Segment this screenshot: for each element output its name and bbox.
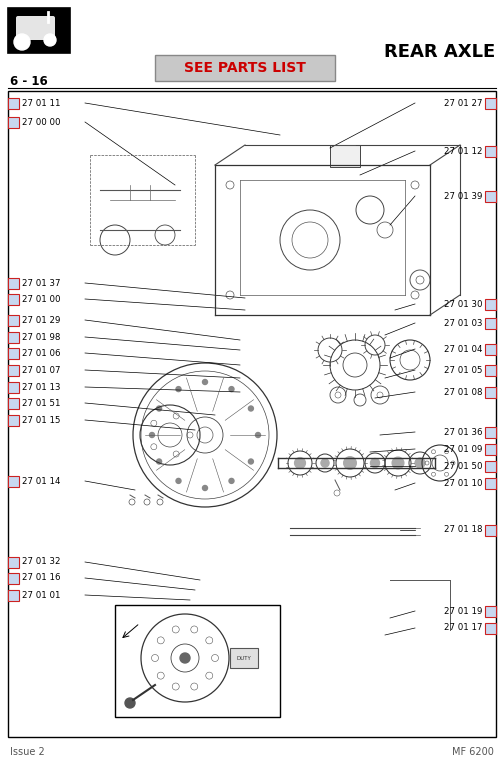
Text: 27 01 39: 27 01 39: [444, 192, 482, 201]
Bar: [485, 146, 496, 157]
Text: 6 - 16: 6 - 16: [10, 75, 48, 88]
Bar: [485, 387, 496, 398]
Circle shape: [295, 458, 305, 468]
Text: Issue 2: Issue 2: [10, 747, 45, 757]
Text: REAR AXLE: REAR AXLE: [384, 43, 495, 61]
Bar: [8, 278, 19, 289]
Bar: [155, 55, 335, 81]
Bar: [8, 294, 19, 305]
Circle shape: [125, 698, 135, 708]
Bar: [8, 91, 496, 737]
Circle shape: [229, 387, 234, 391]
Text: 27 01 05: 27 01 05: [444, 365, 482, 375]
Text: 27 01 14: 27 01 14: [22, 477, 60, 485]
Bar: [8, 98, 19, 109]
Bar: [330, 145, 360, 167]
FancyBboxPatch shape: [16, 16, 55, 40]
Circle shape: [180, 653, 190, 663]
Circle shape: [157, 406, 162, 411]
Bar: [8, 348, 19, 359]
Bar: [485, 191, 496, 202]
Bar: [485, 461, 496, 472]
Text: 27 01 50: 27 01 50: [444, 462, 482, 471]
Bar: [8, 590, 19, 601]
Text: 27 01 30: 27 01 30: [444, 300, 482, 308]
Circle shape: [344, 457, 356, 469]
Bar: [8, 573, 19, 584]
Text: 27 01 00: 27 01 00: [22, 295, 60, 304]
Bar: [8, 315, 19, 326]
Circle shape: [248, 406, 254, 411]
Bar: [485, 365, 496, 376]
Bar: [8, 365, 19, 376]
Text: 27 01 09: 27 01 09: [444, 445, 482, 453]
Text: 27 01 10: 27 01 10: [444, 478, 482, 488]
Text: 27 01 06: 27 01 06: [22, 349, 60, 358]
Text: DUTY: DUTY: [236, 655, 251, 661]
Bar: [485, 525, 496, 536]
Circle shape: [203, 485, 208, 491]
Text: 27 01 27: 27 01 27: [444, 98, 482, 108]
Text: 27 01 15: 27 01 15: [22, 416, 60, 424]
Bar: [115, 605, 280, 717]
Text: 27 01 18: 27 01 18: [444, 526, 482, 535]
Circle shape: [203, 379, 208, 385]
Text: 27 01 51: 27 01 51: [22, 398, 60, 407]
Text: 27 01 17: 27 01 17: [444, 623, 482, 633]
Circle shape: [248, 459, 254, 464]
Circle shape: [14, 34, 30, 50]
Bar: [8, 557, 19, 568]
Text: 27 01 32: 27 01 32: [22, 558, 60, 566]
Text: 27 01 29: 27 01 29: [22, 315, 60, 324]
Text: 27 00 00: 27 00 00: [22, 118, 60, 127]
Circle shape: [176, 387, 181, 391]
Text: SEE PARTS LIST: SEE PARTS LIST: [184, 61, 306, 75]
Bar: [485, 318, 496, 329]
Bar: [485, 344, 496, 355]
Circle shape: [256, 433, 261, 437]
Bar: [8, 382, 19, 393]
Circle shape: [415, 458, 425, 468]
Text: 27 01 98: 27 01 98: [22, 333, 60, 342]
Circle shape: [150, 433, 155, 437]
Text: 27 01 36: 27 01 36: [444, 427, 482, 436]
Bar: [8, 476, 19, 487]
Text: 27 01 16: 27 01 16: [22, 574, 60, 582]
Text: 27 01 37: 27 01 37: [22, 278, 60, 288]
Circle shape: [392, 457, 404, 468]
Bar: [230, 648, 258, 668]
Text: MF 6200: MF 6200: [452, 747, 494, 757]
Bar: [485, 623, 496, 634]
Text: 27 01 19: 27 01 19: [444, 607, 482, 616]
Bar: [8, 415, 19, 426]
Bar: [8, 332, 19, 343]
Bar: [8, 8, 70, 53]
Text: 27 01 13: 27 01 13: [22, 382, 60, 391]
Bar: [485, 444, 496, 455]
Bar: [485, 98, 496, 109]
Bar: [8, 117, 19, 128]
Text: 27 01 03: 27 01 03: [444, 318, 482, 327]
Circle shape: [44, 34, 56, 46]
Circle shape: [229, 478, 234, 484]
Bar: [485, 478, 496, 489]
Text: 27 01 08: 27 01 08: [444, 388, 482, 397]
Circle shape: [370, 459, 380, 468]
Text: 27 01 04: 27 01 04: [444, 345, 482, 353]
Text: 27 01 11: 27 01 11: [22, 98, 60, 108]
Circle shape: [321, 459, 329, 467]
Bar: [485, 299, 496, 310]
Text: 27 01 01: 27 01 01: [22, 591, 60, 600]
Bar: [485, 606, 496, 617]
Bar: [8, 398, 19, 409]
Circle shape: [157, 459, 162, 464]
Text: 27 01 07: 27 01 07: [22, 365, 60, 375]
Text: 27 01 12: 27 01 12: [444, 146, 482, 156]
Bar: [485, 427, 496, 438]
Circle shape: [176, 478, 181, 484]
